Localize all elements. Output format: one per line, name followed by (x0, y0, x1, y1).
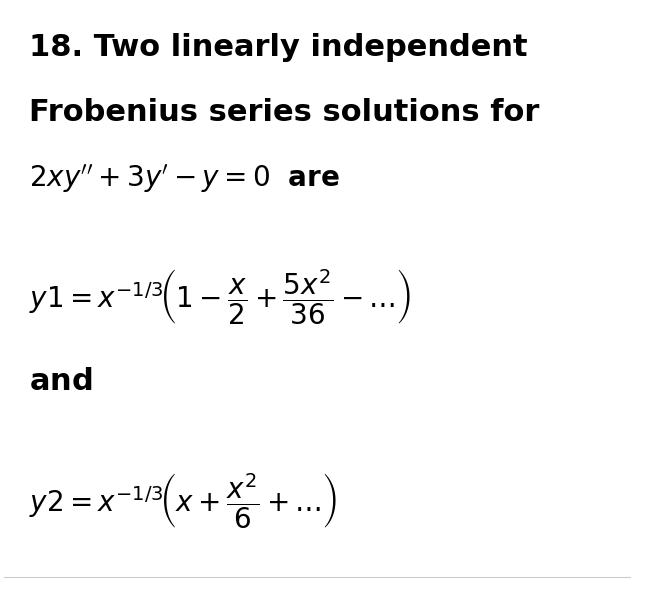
Text: Frobenius series solutions for: Frobenius series solutions for (30, 98, 539, 127)
Text: $2xy'' + 3y' - y = 0$  $\mathbf{are}$: $2xy'' + 3y' - y = 0$ $\mathbf{are}$ (30, 162, 340, 195)
Text: 18. Two linearly independent: 18. Two linearly independent (30, 33, 528, 62)
Text: $y1 = x^{-1/3}\!\left(1 - \dfrac{x}{2} + \dfrac{5x^2}{36} - \ldots\right)$: $y1 = x^{-1/3}\!\left(1 - \dfrac{x}{2} +… (30, 267, 411, 327)
Text: $\mathbf{and}$: $\mathbf{and}$ (30, 366, 93, 396)
Text: $y2 = x^{-1/3}\!\left(x + \dfrac{x^2}{6} + \ldots\right)$: $y2 = x^{-1/3}\!\left(x + \dfrac{x^2}{6}… (30, 472, 337, 531)
